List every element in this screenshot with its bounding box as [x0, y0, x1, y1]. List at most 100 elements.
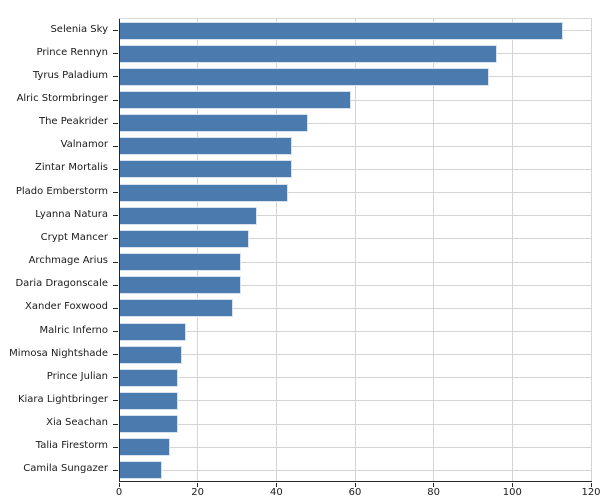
bar: [119, 415, 178, 434]
x-tick-mark: [433, 483, 435, 487]
y-axis-label: Kiara Lightbringer: [17, 393, 108, 405]
grid-line-horizontal: [119, 122, 591, 124]
y-tick-mark: [113, 446, 118, 448]
grid-line-vertical: [433, 19, 435, 482]
y-axis-label: Talia Firestorm: [35, 440, 108, 452]
x-axis-tick-label: 120: [581, 487, 601, 498]
y-axis-label: Xander Foxwood: [25, 301, 108, 313]
y-tick-mark: [113, 377, 118, 379]
y-tick-mark: [113, 261, 118, 263]
y-tick-mark: [113, 99, 118, 101]
x-tick-mark: [354, 483, 356, 487]
grid-line-horizontal: [119, 423, 591, 425]
y-tick-mark: [113, 145, 118, 147]
y-axis-label: Malric Inferno: [39, 324, 108, 336]
y-tick-mark: [113, 168, 118, 170]
x-tick-mark: [590, 483, 592, 487]
y-axis-label: Camila Sungazer: [23, 463, 108, 475]
grid-line-horizontal: [119, 354, 591, 356]
y-tick-mark: [113, 331, 118, 333]
y-axis-label: Valnamor: [60, 139, 108, 151]
y-tick-mark: [113, 76, 118, 78]
bar: [119, 114, 308, 133]
bar: [119, 21, 564, 40]
bar: [119, 322, 186, 341]
grid-line-vertical: [511, 19, 513, 482]
bar: [119, 160, 293, 179]
bar: [119, 253, 241, 272]
y-axis-label: Archmage Arius: [28, 255, 108, 267]
grid-line-horizontal: [119, 99, 591, 101]
grid-line-horizontal: [119, 400, 591, 402]
y-axis-label: Prince Julian: [46, 370, 108, 382]
grid-line-horizontal: [119, 284, 591, 286]
x-axis-spine: [119, 481, 592, 482]
y-tick-mark: [113, 284, 118, 286]
y-axis-label: Plado Emberstorm: [15, 185, 108, 197]
bar: [119, 299, 234, 318]
bar: [119, 44, 497, 63]
y-axis-label: Tyrus Paladium: [32, 69, 108, 81]
y-axis-label: The Peakrider: [38, 116, 108, 128]
grid-line-horizontal: [119, 168, 591, 170]
y-tick-mark: [113, 400, 118, 402]
grid-line-horizontal: [119, 261, 591, 263]
y-tick-mark: [113, 238, 118, 240]
y-tick-mark: [113, 469, 118, 471]
y-tick-mark: [113, 354, 118, 356]
grid-line-vertical: [354, 19, 356, 482]
y-tick-mark: [113, 122, 118, 124]
grid-line-vertical: [590, 19, 592, 482]
y-axis-label: Prince Rennyn: [36, 46, 109, 58]
bar: [119, 276, 241, 295]
y-axis-label: Lyanna Natura: [35, 208, 108, 220]
y-axis-spine: [119, 19, 120, 482]
bar: [119, 461, 163, 480]
y-axis-label: Zintar Mortalis: [35, 162, 108, 174]
bar: [119, 206, 257, 225]
y-tick-mark: [113, 307, 118, 309]
y-tick-mark: [113, 423, 118, 425]
y-axis-label: Xia Seachan: [46, 417, 108, 429]
x-tick-mark: [275, 483, 277, 487]
y-axis-label: Crypt Mancer: [40, 231, 108, 243]
grid-line-horizontal: [119, 307, 591, 309]
y-tick-mark: [113, 53, 118, 55]
x-axis-tick-label: 100: [502, 487, 522, 498]
bar: [119, 137, 293, 156]
x-tick-mark: [511, 483, 513, 487]
grid-line-horizontal: [119, 331, 591, 333]
x-axis-tick-label: 40: [269, 487, 283, 498]
y-axis-label: Selenia Sky: [50, 23, 108, 35]
grid-line-vertical: [197, 19, 199, 482]
x-tick-mark: [118, 483, 120, 487]
grid-line-horizontal: [119, 145, 591, 147]
grid-line-horizontal: [119, 469, 591, 471]
x-axis-tick-label: 60: [348, 487, 362, 498]
bar: [119, 391, 178, 410]
y-axis-label: Alric Stormbringer: [16, 93, 108, 105]
x-tick-mark: [197, 483, 199, 487]
bar: [119, 67, 489, 86]
grid-line-horizontal: [119, 192, 591, 194]
bar: [119, 183, 289, 202]
grid-line-horizontal: [119, 238, 591, 240]
plot-area: [113, 18, 592, 487]
bar: [119, 229, 249, 248]
y-axis-label: Mimosa Nightshade: [9, 347, 108, 359]
x-axis-tick-label: 80: [427, 487, 441, 498]
grid-line-horizontal: [119, 446, 591, 448]
bar: [119, 438, 171, 457]
y-axis-label: Daria Dragonscale: [15, 278, 108, 290]
bar: [119, 368, 178, 387]
x-axis-tick-label: 0: [115, 487, 123, 498]
y-tick-mark: [113, 215, 118, 217]
grid-line-vertical: [275, 19, 277, 482]
grid-line-horizontal: [119, 215, 591, 217]
x-axis-tick-label: 20: [191, 487, 205, 498]
bar: [119, 345, 182, 364]
bar: [119, 91, 352, 110]
y-tick-mark: [113, 192, 118, 194]
grid-line-horizontal: [119, 377, 591, 379]
